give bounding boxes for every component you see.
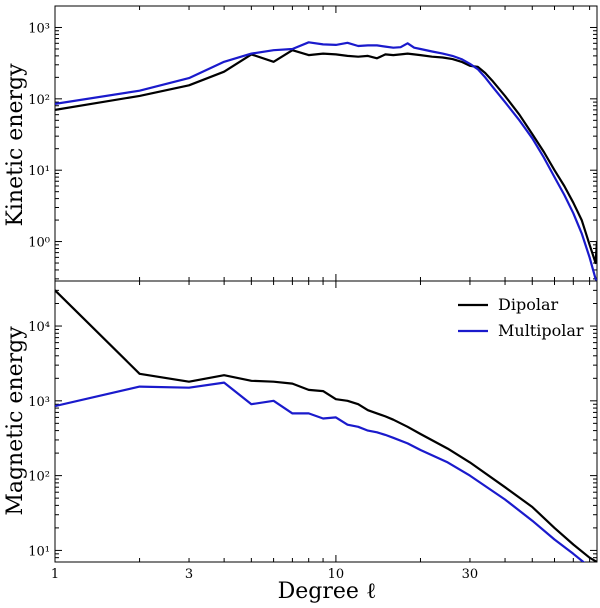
plot-frame — [54, 5, 598, 282]
x-tick-label: 30 — [462, 567, 479, 582]
x-tick-label: 3 — [185, 567, 193, 582]
y-tick-label: 10³ — [28, 395, 50, 410]
y-tick-label: 10⁰ — [28, 236, 50, 251]
magnetic-energy-ylabel: Magnetic energy — [3, 326, 28, 516]
degree-xlabel: Degree ℓ — [278, 579, 377, 604]
series-line-dipolar — [55, 289, 597, 562]
series-line-multipolar — [55, 41, 597, 281]
y-tick-label: 10¹ — [28, 164, 50, 179]
x-tick-label: 1 — [51, 567, 59, 582]
y-tick-label: 10² — [28, 93, 50, 108]
x-tick-label: 10 — [328, 567, 345, 582]
series-line-multipolar — [55, 381, 586, 562]
legend-label: Dipolar — [498, 295, 558, 314]
y-tick-label: 10¹ — [28, 544, 50, 559]
y-tick-label: 10⁴ — [28, 320, 50, 335]
legend-label: Multipolar — [498, 321, 584, 340]
y-tick-label: 10³ — [28, 21, 50, 36]
kinetic-energy-panel: 10³ 10² 10¹ 10⁰ — [28, 5, 598, 282]
y-tick-label: 10² — [28, 470, 50, 485]
kinetic-energy-ylabel: Kinetic energy — [3, 63, 28, 227]
plot-frame — [54, 280, 598, 563]
series-line-dipolar — [55, 49, 597, 265]
